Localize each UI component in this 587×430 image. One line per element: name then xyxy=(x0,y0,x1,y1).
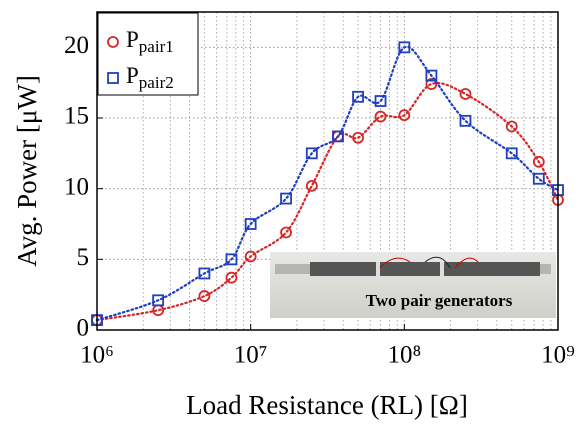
x-tick-label: 10⁸ xyxy=(387,342,421,369)
x-tick-label: 10⁶ xyxy=(80,342,114,369)
legend-label: Ppair1 xyxy=(126,27,174,56)
legend-marker xyxy=(107,36,119,48)
data-point xyxy=(532,172,545,185)
data-point xyxy=(332,130,344,143)
data-point xyxy=(152,294,165,307)
inset-wire xyxy=(454,257,479,269)
legend: Ppair1 Ppair2 xyxy=(97,12,199,96)
data-point xyxy=(244,250,257,263)
data-point xyxy=(505,120,518,133)
inset-wire xyxy=(424,256,451,269)
data-point xyxy=(425,69,438,82)
y-tick-label: 10 xyxy=(64,173,89,200)
legend-box xyxy=(97,12,199,96)
data-point xyxy=(398,41,411,54)
x-tick-label: 10⁷ xyxy=(234,342,268,369)
data-point xyxy=(305,179,318,192)
data-point xyxy=(459,88,472,100)
data-point xyxy=(280,226,292,239)
legend-label: Ppair2 xyxy=(126,63,174,92)
y-axis-label: Avg. Power [μW] xyxy=(12,75,42,267)
trend-line xyxy=(95,82,560,322)
data-point xyxy=(398,109,411,122)
data-point xyxy=(374,110,387,123)
data-point xyxy=(505,147,518,160)
data-point xyxy=(374,95,387,107)
data-point xyxy=(532,155,545,168)
trend-line xyxy=(95,45,560,322)
data-point xyxy=(305,147,318,160)
plot-frame xyxy=(96,11,559,331)
data-point xyxy=(280,192,292,205)
data-point xyxy=(352,90,364,103)
inset-coil xyxy=(310,262,540,276)
data-point xyxy=(459,114,472,127)
x-tick-label: 10⁹ xyxy=(541,342,575,369)
y-tick-label: 5 xyxy=(77,244,90,271)
y-tick-label: 0 xyxy=(77,315,90,342)
data-point xyxy=(225,253,238,266)
data-point xyxy=(198,267,211,280)
inset-photo: Two pair generators xyxy=(270,252,556,318)
data-point xyxy=(225,271,238,284)
data-point xyxy=(198,290,211,302)
data-point xyxy=(425,78,438,90)
inset-wire xyxy=(379,257,411,269)
legend-marker xyxy=(107,72,119,84)
inset-label: Two pair generators xyxy=(366,291,513,310)
x-axis-label: Load Resistance (RL) [Ω] xyxy=(186,390,468,420)
data-point xyxy=(244,218,257,230)
data-point xyxy=(352,131,364,144)
y-tick-label: 20 xyxy=(64,32,89,59)
y-tick-label: 15 xyxy=(64,103,89,130)
